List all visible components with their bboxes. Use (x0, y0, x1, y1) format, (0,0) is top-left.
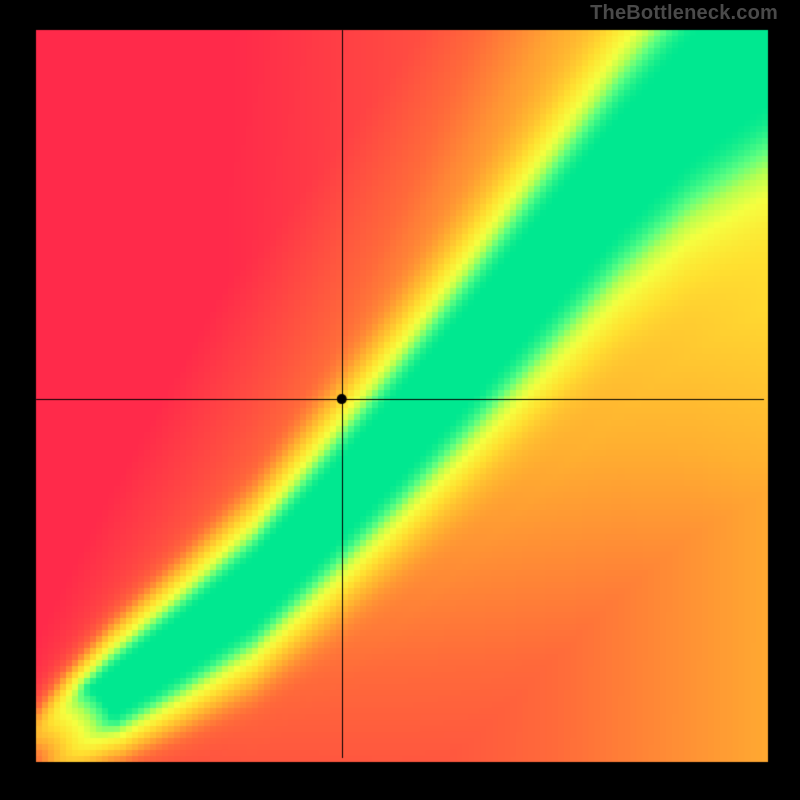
chart-root: TheBottleneck.com (0, 0, 800, 800)
crosshair-overlay (0, 0, 800, 800)
watermark-text: TheBottleneck.com (590, 2, 778, 25)
